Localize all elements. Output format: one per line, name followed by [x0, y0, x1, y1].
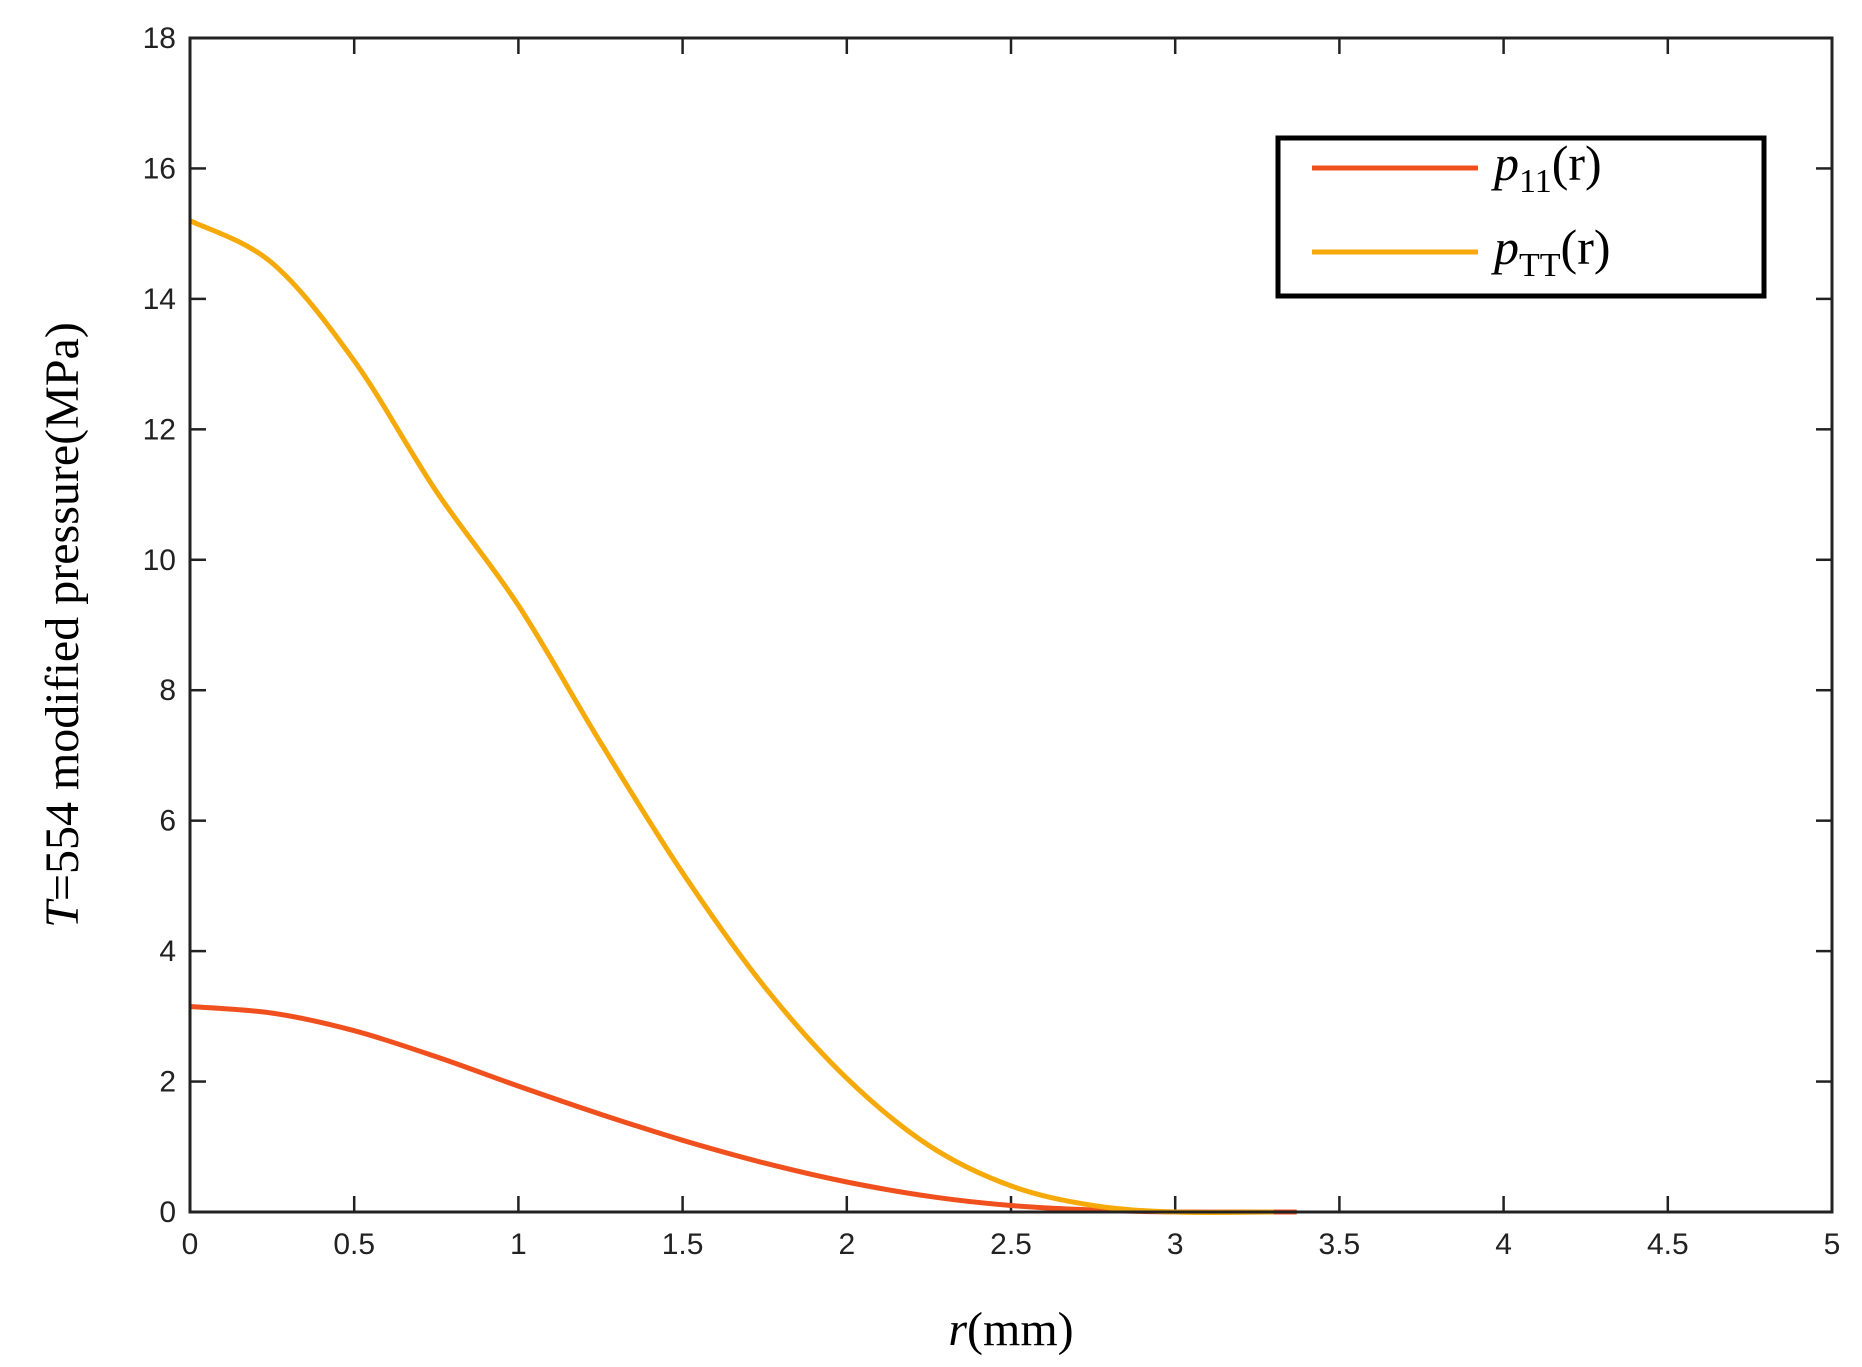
- x-tick-label: 3.5: [1319, 1228, 1361, 1261]
- legend-label-ptt-suffix: (r): [1561, 219, 1611, 275]
- y-axis-title-rest: =554 modified pressure(MPa): [36, 322, 89, 901]
- legend-label-p11-suffix: (r): [1552, 135, 1602, 191]
- y-tick-label: 12: [143, 413, 176, 446]
- legend-box: [1275, 135, 1767, 299]
- x-tick-label: 4: [1495, 1228, 1512, 1261]
- x-tick-label: 2.5: [990, 1228, 1032, 1261]
- y-axis-title-var: T: [36, 898, 89, 928]
- legend: p11(r) pTT(r): [1275, 135, 1767, 299]
- x-tick-label: 3: [1167, 1228, 1184, 1261]
- y-tick-label: 14: [143, 283, 176, 316]
- x-tick-label: 0: [182, 1228, 199, 1261]
- x-tick-label: 1.5: [662, 1228, 704, 1261]
- y-tick-label: 6: [159, 805, 176, 838]
- x-tick-label: 1: [510, 1228, 527, 1261]
- x-axis-title-unit: (mm): [967, 1303, 1074, 1356]
- x-tick-label: 5: [1824, 1228, 1841, 1261]
- plot-frame: [188, 36, 1834, 1214]
- tick-labels: 0 0.5 1 1.5 2 2.5 3 3.5 4 4.5 5 0 2 4 6 8 10 12 14 16 18: [143, 22, 1841, 1261]
- y-axis-title: T=554 modified pressure(MPa): [36, 322, 89, 928]
- series-line-ptt: [188, 218, 1274, 1215]
- x-axis-title-var: r: [948, 1303, 967, 1356]
- legend-label-p11-base: p: [1491, 135, 1519, 191]
- x-axis-title: r(mm): [948, 1303, 1073, 1356]
- y-tick-label: 18: [143, 22, 176, 55]
- legend-label-ptt-sub: TT: [1519, 247, 1561, 284]
- legend-label-ptt: pTT(r): [1491, 219, 1611, 284]
- y-tick-label: 16: [143, 152, 176, 185]
- x-tick-label: 4.5: [1647, 1228, 1689, 1261]
- x-tick-label: 0.5: [333, 1228, 375, 1261]
- legend-label-p11-sub: 11: [1519, 163, 1552, 200]
- y-tick-label: 2: [159, 1066, 176, 1099]
- legend-label-p11: p11(r): [1491, 135, 1602, 200]
- legend-label-ptt-base: p: [1491, 219, 1519, 275]
- y-tick-label: 8: [159, 674, 176, 707]
- y-tick-label: 4: [159, 935, 176, 968]
- y-tick-label: 0: [159, 1196, 176, 1229]
- x-tick-label: 2: [838, 1228, 855, 1261]
- y-tick-label: 10: [143, 544, 176, 577]
